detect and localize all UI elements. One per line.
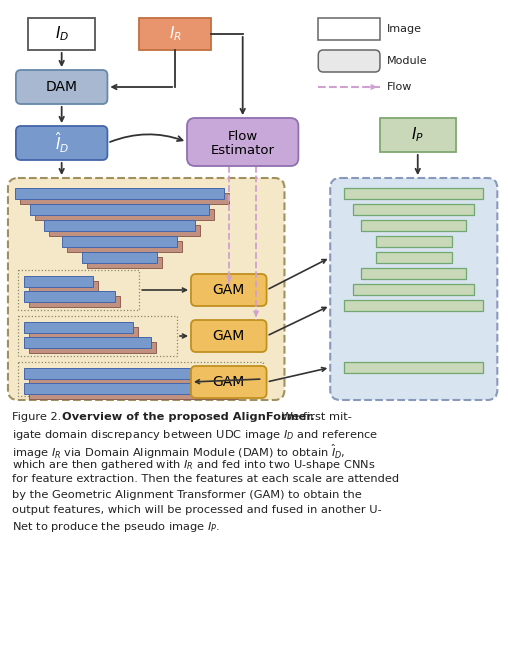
FancyBboxPatch shape [8, 178, 284, 400]
Bar [49, 225, 200, 236]
Bar [86, 257, 162, 268]
FancyBboxPatch shape [16, 70, 107, 104]
Text: GAM: GAM [213, 375, 245, 389]
Bar [24, 276, 93, 287]
Text: Image: Image [387, 24, 422, 34]
Text: Overview of the proposed AlignFormer.: Overview of the proposed AlignFormer. [61, 412, 314, 422]
Bar [319, 18, 380, 40]
Text: image $I_R$ via Domain Alignmain Module (DAM) to obtain $\hat{I}_D$,: image $I_R$ via Domain Alignmain Module … [12, 443, 345, 461]
Bar [67, 241, 182, 252]
Text: $I_P$: $I_P$ [411, 126, 424, 144]
Bar [29, 388, 238, 399]
Bar [28, 18, 96, 50]
Bar [18, 270, 139, 310]
Text: GAM: GAM [213, 283, 245, 297]
Bar [376, 236, 452, 247]
Bar [20, 193, 229, 204]
Bar [35, 209, 214, 220]
FancyBboxPatch shape [191, 320, 267, 352]
FancyBboxPatch shape [191, 366, 267, 398]
FancyBboxPatch shape [319, 50, 380, 72]
Bar [15, 188, 224, 199]
Text: which are then gathered with $I_R$ and fed into two U-shape CNNs: which are then gathered with $I_R$ and f… [12, 459, 375, 473]
Bar [29, 327, 138, 338]
FancyBboxPatch shape [187, 118, 298, 166]
Bar [29, 281, 99, 292]
Text: Flow: Flow [387, 82, 412, 92]
Bar [24, 322, 133, 333]
Bar [18, 362, 263, 396]
FancyBboxPatch shape [330, 178, 497, 400]
Text: We first mit-: We first mit- [278, 412, 353, 422]
Bar [344, 300, 484, 311]
Text: Figure 2.: Figure 2. [12, 412, 61, 422]
Bar [380, 118, 456, 152]
Bar [353, 284, 474, 295]
Text: for feature extraction. Then the features at each scale are attended: for feature extraction. Then the feature… [12, 474, 399, 484]
Text: $I_R$: $I_R$ [169, 25, 181, 43]
Text: Flow: Flow [228, 130, 258, 143]
Bar [344, 362, 484, 373]
Text: output features, which will be processed and fused in another U-: output features, which will be processed… [12, 505, 382, 515]
Bar [376, 252, 452, 263]
Bar [30, 204, 209, 215]
Text: $\hat{I}_D$: $\hat{I}_D$ [54, 131, 69, 155]
Bar [82, 252, 157, 263]
Bar [361, 220, 466, 231]
Bar [139, 18, 211, 50]
FancyBboxPatch shape [191, 274, 267, 306]
Bar [29, 296, 120, 307]
Bar [29, 373, 208, 384]
Text: Module: Module [387, 56, 428, 66]
Text: GAM: GAM [213, 329, 245, 343]
Bar [353, 204, 474, 215]
Bar [24, 383, 233, 394]
Bar [24, 337, 151, 348]
Text: $I_D$: $I_D$ [54, 25, 69, 43]
Bar [44, 220, 195, 231]
Bar [29, 342, 156, 353]
Bar [24, 291, 115, 302]
Text: Net to produce the pseudo image $I_P$.: Net to produce the pseudo image $I_P$. [12, 521, 220, 535]
Bar [24, 368, 203, 379]
Text: by the Geometric Alignment Transformer (GAM) to obtain the: by the Geometric Alignment Transformer (… [12, 490, 362, 499]
Bar [344, 188, 484, 199]
Bar [61, 236, 177, 247]
Text: igate domain discrepancy between UDC image $I_D$ and reference: igate domain discrepancy between UDC ima… [12, 428, 378, 441]
Text: DAM: DAM [46, 80, 78, 94]
FancyBboxPatch shape [16, 126, 107, 160]
Text: Estimator: Estimator [211, 143, 275, 157]
Bar [361, 268, 466, 279]
Bar [18, 316, 177, 356]
